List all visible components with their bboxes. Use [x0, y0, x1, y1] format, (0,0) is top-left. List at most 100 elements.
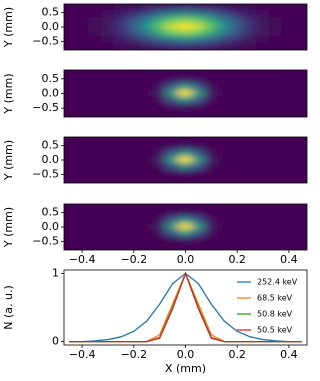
- heatmap-cell: [178, 156, 193, 164]
- heatmap-cell: [281, 156, 296, 164]
- heatmap-cell: [217, 89, 232, 98]
- heatmap-cell: [139, 89, 154, 98]
- heatmap-cell: [204, 204, 219, 211]
- heatmap-cell: [139, 149, 154, 158]
- heatmap-cell: [113, 76, 128, 84]
- y-tick-label: 0.5: [42, 139, 60, 152]
- heatmap-cell: [217, 229, 232, 238]
- heatmap-cell: [178, 243, 193, 250]
- heatmap-cell: [100, 243, 115, 250]
- heatmap-cell: [191, 156, 206, 164]
- heatmap-cell: [100, 89, 115, 98]
- heatmap-cell: [165, 96, 180, 105]
- y-tick-label: 0.5: [42, 206, 60, 219]
- heatmap-cell: [294, 29, 307, 38]
- heatmap-cell: [64, 29, 77, 38]
- heatmap-cell: [204, 169, 219, 178]
- legend-label: 50.8 keV: [257, 310, 293, 319]
- heatmap-cell: [281, 96, 296, 105]
- heatmap-cell: [152, 223, 167, 231]
- heatmap-cell: [294, 223, 307, 231]
- heatmap-cell: [269, 76, 283, 84]
- heatmap-cell: [191, 137, 206, 144]
- heatmap-cell: [243, 36, 258, 45]
- heatmap-cell: [178, 142, 193, 151]
- heatmap-cell: [88, 9, 102, 18]
- heatmap-cell: [217, 43, 232, 50]
- heatmap-cell: [294, 162, 307, 171]
- heatmap-cell: [126, 103, 141, 111]
- heatmap-cell: [64, 162, 77, 171]
- heatmap-cell: [294, 36, 307, 45]
- heatmap-cell: [256, 142, 271, 151]
- heatmap-cell: [152, 137, 167, 144]
- heatmap-cell: [139, 162, 154, 171]
- heatmap-cell: [230, 156, 245, 164]
- heatmap-cell: [269, 149, 283, 158]
- heatmap-cell: [269, 16, 283, 25]
- heatmap-cell: [294, 149, 307, 158]
- heatmap-cell: [75, 23, 90, 31]
- heatmap-cell: [113, 89, 128, 98]
- heatmap-cell: [139, 9, 154, 18]
- heatmap-cell: [191, 16, 206, 25]
- heatmap-cell: [178, 76, 193, 84]
- heatmap-cell: [294, 96, 307, 105]
- heatmap-cell: [269, 96, 283, 105]
- heatmap-cell: [281, 229, 296, 238]
- heatmap-cell: [64, 204, 77, 211]
- heatmap-cell: [113, 29, 128, 38]
- heatmap-cell: [75, 204, 90, 211]
- heatmap-cell: [281, 4, 296, 11]
- heatmap-cell: [88, 142, 102, 151]
- heatmap-cell: [256, 9, 271, 18]
- x-tick-label: 0.2: [228, 348, 246, 361]
- heatmap-cell: [165, 16, 180, 25]
- heatmap-cell: [191, 162, 206, 171]
- heatmap-cell: [294, 176, 307, 183]
- heatmap-cell: [100, 43, 115, 50]
- heatmap-cell: [217, 137, 232, 144]
- heatmap-cell: [75, 43, 90, 50]
- heatmap-cell: [75, 142, 90, 151]
- y-tick-label: 0.0: [42, 153, 60, 166]
- heatmap-cell: [126, 243, 141, 250]
- heatmap-cell: [88, 89, 102, 98]
- heatmap-cell: [204, 209, 219, 218]
- heatmap-cell: [165, 82, 180, 91]
- heatmap-cells: [64, 137, 307, 183]
- heatmap-cell: [281, 216, 296, 225]
- heatmap-cell: [269, 109, 283, 117]
- heatmap-cell: [178, 204, 193, 211]
- heatmap-cell: [75, 29, 90, 38]
- heatmap-cell: [178, 229, 193, 238]
- heatmap-cell: [217, 162, 232, 171]
- heatmap-cell: [139, 169, 154, 178]
- heatmap-cell: [204, 137, 219, 144]
- heatmap-cell: [230, 162, 245, 171]
- heatmap-cell: [191, 36, 206, 45]
- heatmap-cell: [178, 149, 193, 158]
- heatmap-cell: [294, 4, 307, 11]
- heatmap-cell: [281, 243, 296, 250]
- heatmap-cell: [178, 162, 193, 171]
- heatmap-cell: [294, 209, 307, 218]
- heatmap-cell: [152, 162, 167, 171]
- heatmap-cell: [178, 169, 193, 178]
- heatmap-cell: [88, 109, 102, 117]
- heatmap-cell: [88, 204, 102, 211]
- heatmap-cell: [269, 137, 283, 144]
- heatmap-cell: [88, 162, 102, 171]
- heatmap-cell: [139, 29, 154, 38]
- heatmap-cell: [243, 209, 258, 218]
- heatmap-cell: [113, 142, 128, 151]
- heatmap-cell: [165, 216, 180, 225]
- x-tick-label: −0.4: [69, 348, 96, 361]
- heatmap-cell: [152, 9, 167, 18]
- y-tick-label: 0.0: [42, 220, 60, 233]
- heatmap-cell: [113, 109, 128, 117]
- heatmap-cell: [230, 137, 245, 144]
- heatmap-cell: [165, 204, 180, 211]
- heatmap-cell: [165, 70, 180, 78]
- heatmap-cell: [64, 109, 77, 117]
